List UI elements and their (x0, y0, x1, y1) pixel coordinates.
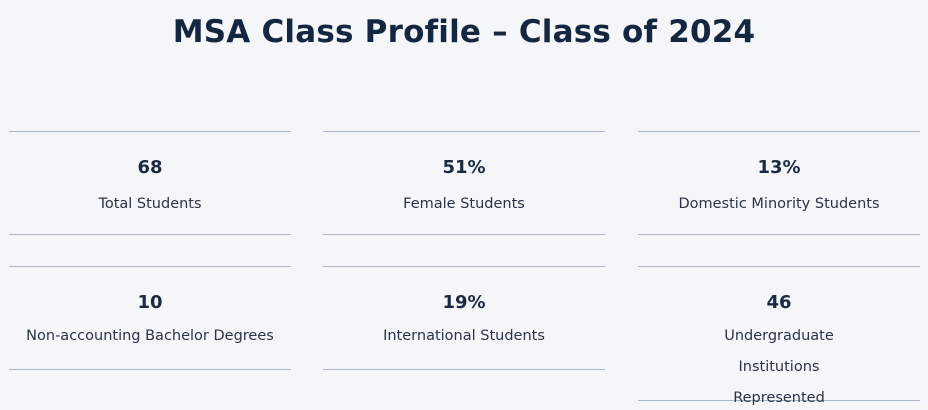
stat-card-undergraduate-institutions: 46 Undergraduate Institutions Represente… (638, 266, 920, 406)
stat-label: International Students (383, 328, 545, 344)
stat-value: 10 (137, 292, 163, 313)
stat-label: Domestic Minority Students (678, 196, 880, 212)
page-title: MSA Class Profile – Class of 2024 (172, 14, 756, 50)
stat-value: 68 (137, 157, 163, 178)
stat-value: 13% (757, 157, 801, 178)
stat-label: Total Students (98, 196, 202, 212)
stat-value: 46 (766, 292, 792, 313)
stat-card-non-accounting-degrees: 10 Non-accounting Bachelor Degrees (9, 266, 291, 370)
stat-value: 51% (442, 157, 486, 178)
stat-card-total-students: 68 Total Students (9, 131, 291, 235)
stat-card-domestic-minority-students: 13% Domestic Minority Students (638, 131, 920, 235)
stat-value: 19% (442, 292, 486, 313)
stat-card-international-students: 19% International Students (323, 266, 605, 370)
stat-label: Undergraduate Institutions Represented (724, 328, 834, 406)
stat-card-female-students: 51% Female Students (323, 131, 605, 235)
stat-label: Non-accounting Bachelor Degrees (26, 328, 274, 344)
stat-label: Female Students (403, 196, 525, 212)
